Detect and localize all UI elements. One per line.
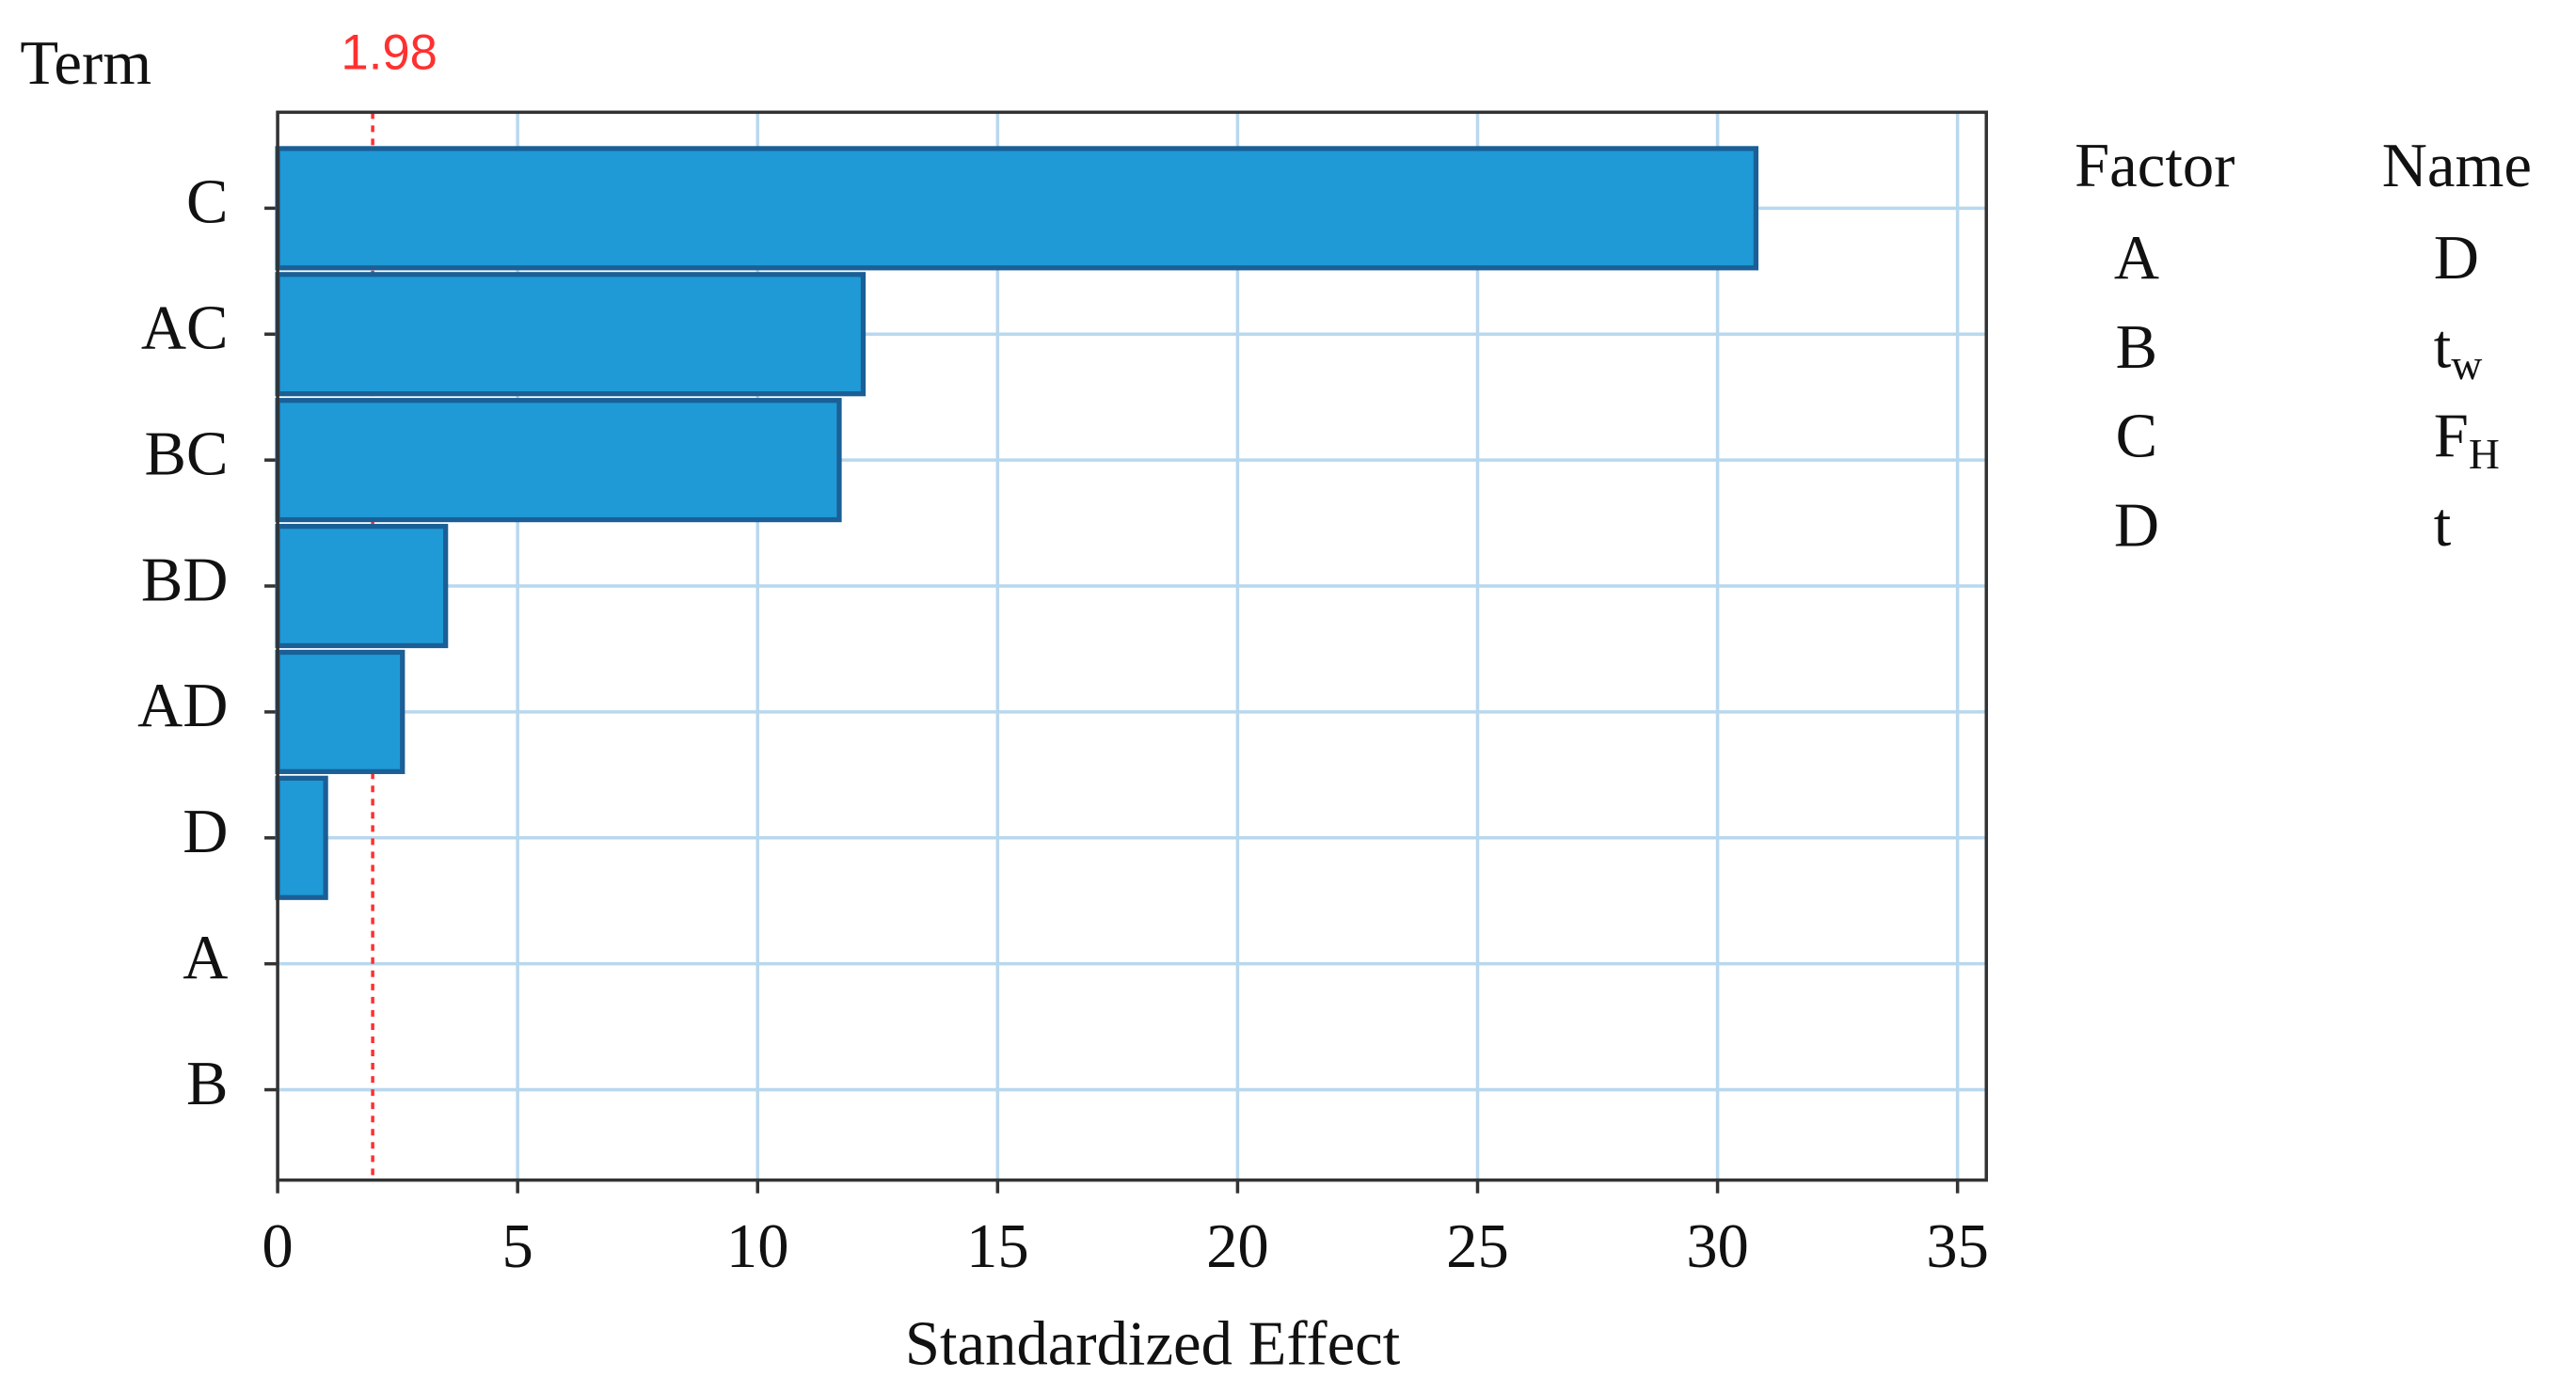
y-tick-label: A <box>183 924 228 992</box>
x-tick-label: 20 <box>1206 1212 1269 1281</box>
factor-code: C <box>2116 403 2157 471</box>
y-tick-label: B <box>186 1050 228 1118</box>
y-tick-label: C <box>186 168 228 237</box>
bar <box>275 649 405 774</box>
y-axis-title: Term <box>20 29 151 98</box>
x-tick-label: 35 <box>1926 1212 1989 1281</box>
x-tick-label: 30 <box>1686 1212 1749 1281</box>
x-tick-label: 15 <box>966 1212 1029 1281</box>
factor-name-base: D <box>2434 224 2479 293</box>
x-tick-label: 25 <box>1446 1212 1509 1281</box>
y-tick-label: AD <box>137 672 228 740</box>
factor-name: t <box>2434 491 2452 560</box>
factor-name: D <box>2434 224 2479 293</box>
factor-name-base: t <box>2434 491 2452 560</box>
bar <box>275 398 842 523</box>
table-header: Name <box>2382 132 2532 200</box>
x-axis-title: Standardized Effect <box>905 1310 1401 1379</box>
y-tick-label: D <box>183 798 228 866</box>
factor-name-sub: H <box>2469 430 2500 478</box>
x-tick-label: 0 <box>262 1212 293 1281</box>
bar <box>275 523 449 649</box>
factor-code: D <box>2114 491 2159 560</box>
reference-label: 1.98 <box>341 25 437 81</box>
x-tick-label: 10 <box>726 1212 789 1281</box>
y-tick-label: BD <box>141 546 229 614</box>
factor-code: A <box>2114 224 2159 293</box>
y-tick-label: BC <box>145 419 229 488</box>
factor-code: B <box>2116 313 2157 382</box>
bar <box>275 775 328 900</box>
bar <box>275 146 1759 271</box>
y-tick-label: AC <box>141 294 229 363</box>
factor-name-base: t <box>2434 313 2452 382</box>
factor-name: tw <box>2434 313 2483 389</box>
factor-name-sub: w <box>2451 341 2482 389</box>
factor-name: FH <box>2434 403 2500 479</box>
plot-frame <box>276 110 1989 1182</box>
factor-name-base: F <box>2434 403 2469 471</box>
x-tick-label: 5 <box>502 1212 533 1281</box>
table-header: Factor <box>2075 132 2234 200</box>
bar <box>275 272 867 397</box>
